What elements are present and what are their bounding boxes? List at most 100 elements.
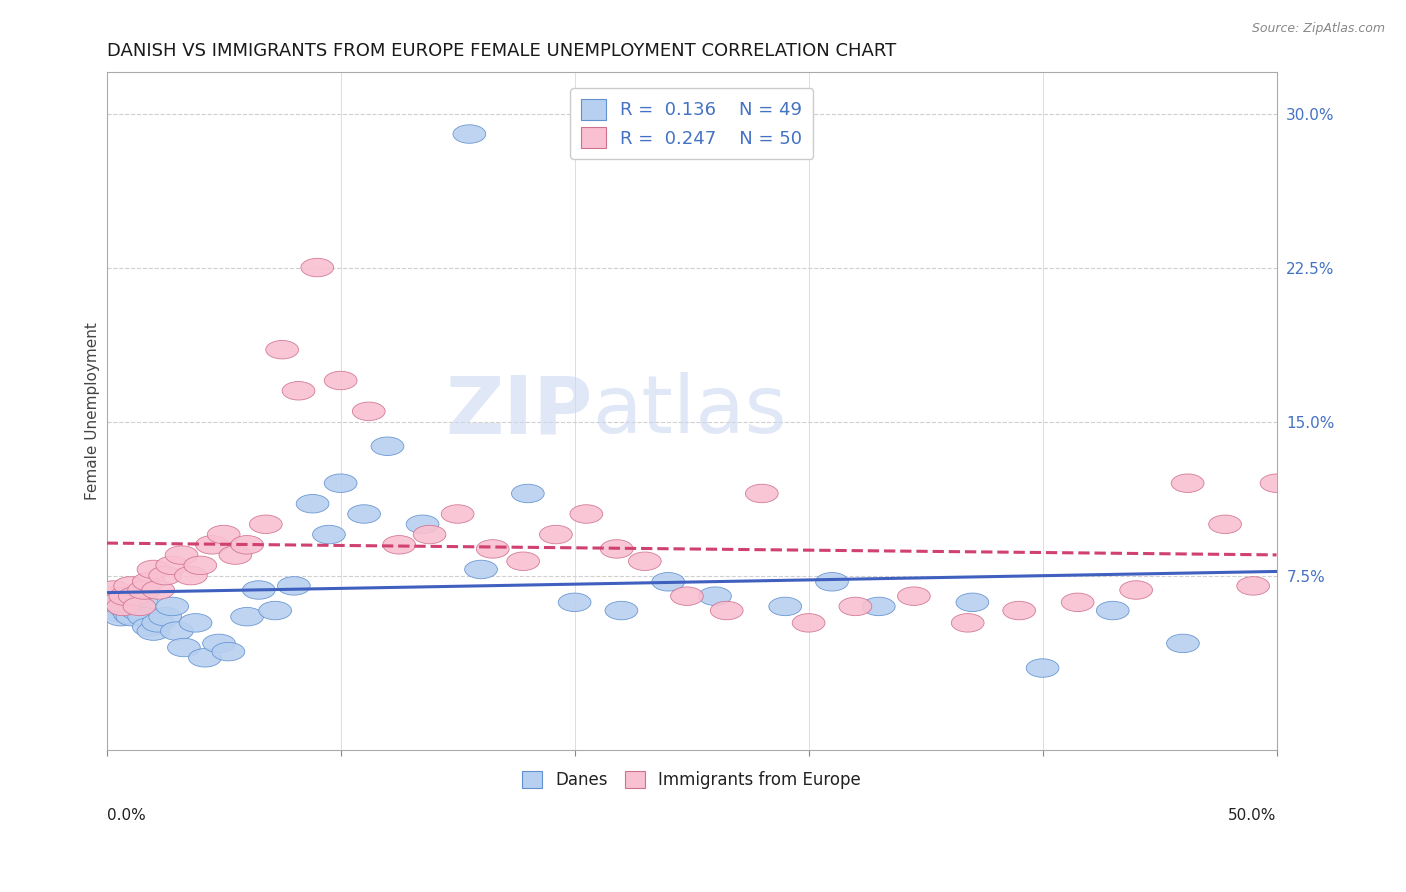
Ellipse shape [107,597,139,615]
Ellipse shape [745,484,778,503]
Ellipse shape [97,581,131,599]
Ellipse shape [1260,474,1294,492]
Ellipse shape [1237,576,1270,595]
Text: 0.0%: 0.0% [107,808,145,822]
Ellipse shape [97,597,131,615]
Ellipse shape [117,607,149,626]
Ellipse shape [128,607,160,626]
Ellipse shape [132,573,165,591]
Ellipse shape [167,639,200,657]
Ellipse shape [1062,593,1094,612]
Ellipse shape [283,382,315,400]
Ellipse shape [100,601,132,620]
Ellipse shape [477,540,509,558]
Ellipse shape [231,535,263,554]
Ellipse shape [569,505,603,524]
Ellipse shape [464,560,498,579]
Ellipse shape [558,593,591,612]
Ellipse shape [149,566,181,585]
Ellipse shape [96,593,128,612]
Text: atlas: atlas [592,372,786,450]
Ellipse shape [103,593,135,612]
Ellipse shape [121,601,153,620]
Ellipse shape [839,597,872,615]
Ellipse shape [103,603,135,622]
Ellipse shape [956,593,988,612]
Ellipse shape [652,573,685,591]
Ellipse shape [815,573,848,591]
Y-axis label: Female Unemployment: Female Unemployment [86,322,100,500]
Ellipse shape [897,587,931,606]
Ellipse shape [174,566,207,585]
Ellipse shape [710,601,744,620]
Ellipse shape [138,622,170,640]
Ellipse shape [671,587,703,606]
Ellipse shape [156,556,188,574]
Ellipse shape [1097,601,1129,620]
Ellipse shape [1171,474,1204,492]
Ellipse shape [118,587,150,606]
Ellipse shape [371,437,404,456]
Ellipse shape [110,593,142,612]
Ellipse shape [301,259,333,277]
Text: DANISH VS IMMIGRANTS FROM EUROPE FEMALE UNEMPLOYMENT CORRELATION CHART: DANISH VS IMMIGRANTS FROM EUROPE FEMALE … [107,42,896,60]
Legend: Danes, Immigrants from Europe: Danes, Immigrants from Europe [516,764,868,796]
Ellipse shape [325,371,357,390]
Ellipse shape [506,552,540,571]
Ellipse shape [266,341,298,359]
Ellipse shape [353,402,385,420]
Ellipse shape [382,535,416,554]
Ellipse shape [195,535,228,554]
Ellipse shape [605,601,638,620]
Ellipse shape [110,587,142,606]
Ellipse shape [212,642,245,661]
Ellipse shape [952,614,984,632]
Ellipse shape [1119,581,1153,599]
Ellipse shape [1002,601,1036,620]
Ellipse shape [453,125,485,144]
Ellipse shape [165,546,198,565]
Ellipse shape [862,597,896,615]
Ellipse shape [125,593,157,612]
Ellipse shape [540,525,572,544]
Ellipse shape [142,614,174,632]
Ellipse shape [124,597,156,615]
Ellipse shape [114,606,146,624]
Ellipse shape [441,505,474,524]
Ellipse shape [1209,515,1241,533]
Ellipse shape [202,634,235,653]
Ellipse shape [114,576,146,595]
Ellipse shape [184,556,217,574]
Ellipse shape [699,587,731,606]
Ellipse shape [242,581,276,599]
Ellipse shape [413,525,446,544]
Ellipse shape [138,560,170,579]
Ellipse shape [188,648,221,667]
Ellipse shape [231,607,263,626]
Ellipse shape [512,484,544,503]
Text: 50.0%: 50.0% [1229,808,1277,822]
Ellipse shape [312,525,346,544]
Ellipse shape [347,505,381,524]
Ellipse shape [325,474,357,492]
Ellipse shape [769,597,801,615]
Ellipse shape [128,581,160,599]
Ellipse shape [107,597,139,615]
Text: ZIP: ZIP [444,372,592,450]
Ellipse shape [259,601,291,620]
Ellipse shape [219,546,252,565]
Ellipse shape [104,607,138,626]
Ellipse shape [297,494,329,513]
Ellipse shape [111,601,145,620]
Ellipse shape [96,587,128,606]
Text: Source: ZipAtlas.com: Source: ZipAtlas.com [1251,22,1385,36]
Ellipse shape [1026,659,1059,677]
Ellipse shape [628,552,661,571]
Ellipse shape [179,614,212,632]
Ellipse shape [149,607,181,626]
Ellipse shape [277,576,311,595]
Ellipse shape [249,515,283,533]
Ellipse shape [118,597,150,615]
Ellipse shape [160,622,193,640]
Ellipse shape [406,515,439,533]
